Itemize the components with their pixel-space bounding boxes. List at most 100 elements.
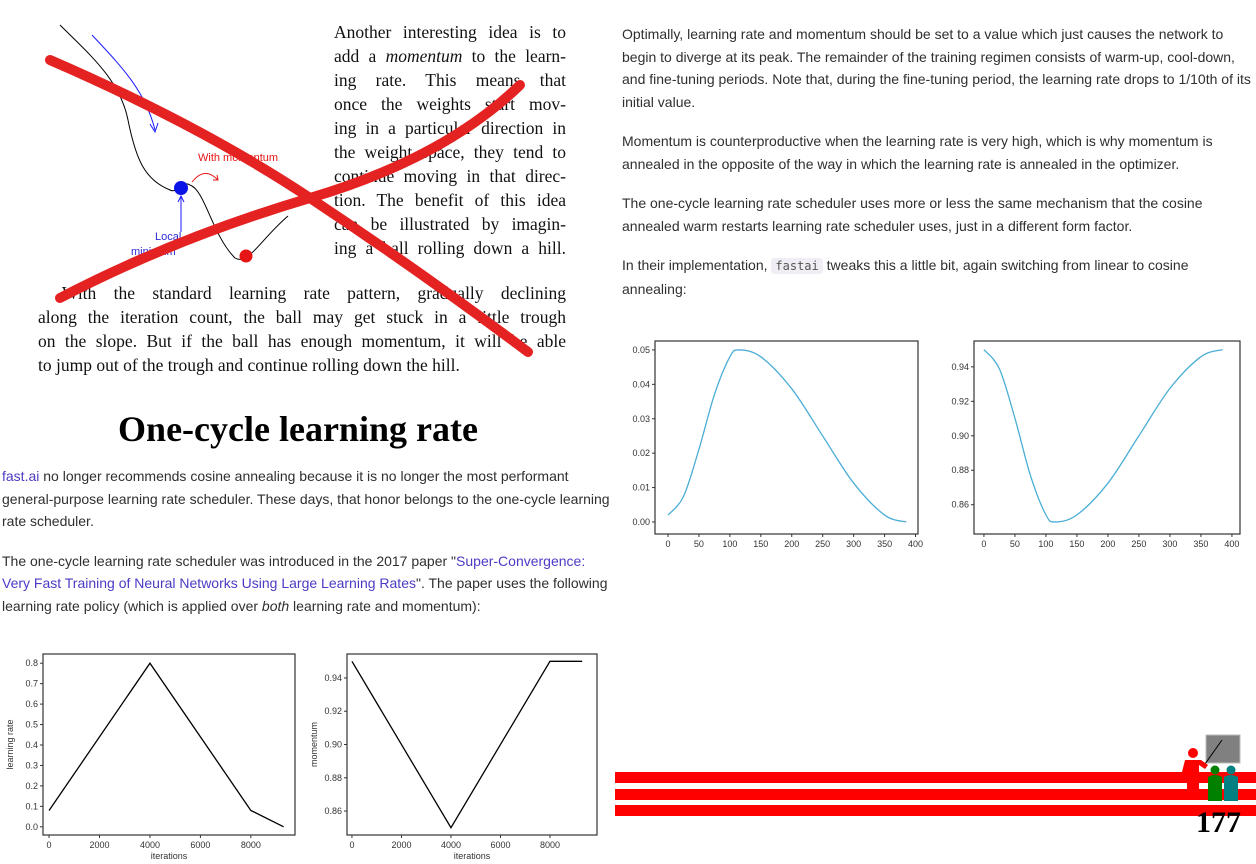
text-line: ing rate. This means that	[334, 70, 566, 90]
cross-out-marks	[45, 55, 533, 357]
y-tick-label: 0.7	[25, 679, 38, 689]
paragraph: The one-cycle learning rate scheduler us…	[622, 195, 1203, 234]
x-tick-label: 100	[722, 539, 737, 549]
x-tick-label: 50	[694, 539, 704, 549]
x-tick-label: 250	[1131, 539, 1146, 549]
momentum-linear-chart: 0 2000 4000 6000 8000 0.86 0.88 0.90 0.92 0.94 ite…	[309, 653, 598, 861]
x-tick-label: 200	[1100, 539, 1115, 549]
y-tick-label: 0.8	[25, 658, 38, 668]
y-tick-label: 0.90	[324, 740, 342, 750]
x-tick-label: 150	[1069, 539, 1084, 549]
momentum-cosine-chart: 0 50 100 150 200 250 300 350 400 0.86 0.88 0.90 0.92…	[951, 340, 1241, 549]
text-fragment: no longer recommends cosine annealing be…	[2, 468, 610, 529]
plot-frame	[973, 340, 1241, 535]
y-tick-label: 0.04	[632, 379, 650, 389]
y-tick-label: 0.92	[951, 396, 969, 406]
x-tick-label: 150	[753, 539, 768, 549]
y-tick-label: 0.88	[951, 465, 969, 475]
plot-frame	[346, 653, 598, 836]
series-line	[667, 349, 907, 523]
y-tick-label: 0.92	[324, 706, 342, 716]
x-tick-label: 400	[1224, 539, 1239, 549]
x-tick-label: 400	[908, 539, 923, 549]
y-tick-label: 0.86	[951, 500, 969, 510]
x-tick-label: 200	[784, 539, 799, 549]
x-tick-label: 0	[665, 539, 670, 549]
y-tick-label: 0.94	[324, 673, 342, 683]
x-tick-label: 8000	[241, 840, 261, 850]
y-tick-label: 0.02	[632, 448, 650, 458]
y-tick-label: 0.0	[25, 822, 38, 832]
x-tick-label: 300	[1162, 539, 1177, 549]
x-tick-label: 4000	[441, 840, 461, 850]
left-text: fast.ai no longer recommends cosine anne…	[2, 465, 612, 634]
text-line: along the iteration count, the ball may …	[38, 307, 566, 327]
text-fragment: learning rate and momentum):	[289, 597, 481, 614]
x-axis-label: iterations	[454, 851, 491, 861]
global-minimum-ball	[239, 249, 253, 263]
x-tick-label: 300	[846, 539, 861, 549]
ball-paragraph: With the standard learning rate pattern,…	[38, 281, 566, 377]
y-tick-label: 0.05	[632, 345, 650, 355]
paragraph: In their implementation, fastai tweaks t…	[622, 254, 1252, 300]
y-tick-label: 0.90	[951, 431, 969, 441]
y-tick-label: 0.88	[324, 773, 342, 783]
y-tick-label: 0.00	[632, 517, 650, 527]
x-tick-label: 0	[981, 539, 986, 549]
teacher-logo-icon	[1181, 734, 1241, 801]
y-tick-label: 0.4	[25, 740, 38, 750]
x-tick-label: 250	[815, 539, 830, 549]
x-tick-label: 100	[1038, 539, 1053, 549]
x-tick-label: 0	[47, 840, 52, 850]
text-line: on the slope. But if the ball has enough…	[38, 331, 566, 351]
paper-link[interactable]: Super-Convergence: Very Fast Training of…	[2, 552, 586, 592]
paragraph: The one-cycle learning rate scheduler wa…	[2, 550, 612, 618]
plot-frame	[654, 340, 919, 535]
footer-stripe	[615, 805, 1256, 816]
learning-rate-cosine-chart: 0 50 100 150 200 250 300 350 400 0.00 0.01 0.02 0.03…	[632, 340, 923, 549]
text-line: the weight space, they tend to	[334, 142, 566, 162]
local-minimum-arrow-icon	[177, 194, 185, 232]
footer-stripe	[615, 772, 1256, 783]
x-tick-label: 350	[1193, 539, 1208, 549]
text-fragment: add a	[334, 46, 386, 66]
text-line: can be illustrated by imagin-	[334, 214, 566, 234]
x-tick-label: 350	[877, 539, 892, 549]
text-fragment: ". The paper uses the following learning…	[2, 575, 608, 614]
text-line: Another interesting idea is to	[334, 22, 566, 42]
x-tick-label: 6000	[490, 840, 510, 850]
y-tick-label: 0.01	[632, 483, 650, 493]
series-line	[983, 348, 1223, 523]
y-tick-label: 0.94	[951, 362, 969, 372]
right-text: Optimally, learning rate and momentum sh…	[622, 23, 1252, 317]
local-minimum-ball	[174, 181, 188, 195]
text-fragment: tweaks this a little bit, again switchin…	[622, 257, 1189, 297]
series-line	[351, 660, 583, 829]
paragraph: fast.ai no longer recommends cosine anne…	[2, 465, 612, 533]
text-fragment: In their implementation,	[622, 257, 772, 273]
text-fragment: The one-cycle learning rate scheduler wa…	[2, 552, 457, 569]
text-fragment: to the learn-	[462, 46, 566, 66]
y-tick-label: 0.03	[632, 414, 650, 424]
x-tick-label: 6000	[190, 840, 210, 850]
x-tick-label: 0	[349, 840, 354, 850]
footer-stripe	[615, 789, 1256, 800]
text-line: to jump out of the trough and continue r…	[38, 355, 460, 375]
y-tick-label: 0.5	[25, 720, 38, 730]
fastai-link[interactable]: fast.ai	[2, 468, 40, 484]
emphasis: both	[261, 597, 290, 614]
x-tick-label: 2000	[89, 840, 109, 850]
series-line	[48, 662, 284, 828]
descent-arrow-icon	[91, 34, 156, 131]
paragraph: Momentum is counterproductive when the l…	[622, 133, 1213, 172]
paragraph: Optimally, learning rate and momentum sh…	[622, 26, 1251, 110]
plot-frame	[42, 653, 296, 836]
x-tick-label: 8000	[540, 840, 560, 850]
text-line: tion. The benefit of this idea	[334, 190, 566, 210]
y-axis-label: learning rate	[5, 719, 15, 769]
cross-stroke	[55, 80, 525, 303]
momentum-italic: momentum	[385, 46, 463, 66]
x-tick-label: 4000	[140, 840, 160, 850]
y-axis-label: momentum	[309, 722, 319, 767]
text-line: ing in a particular direction in	[334, 118, 566, 138]
